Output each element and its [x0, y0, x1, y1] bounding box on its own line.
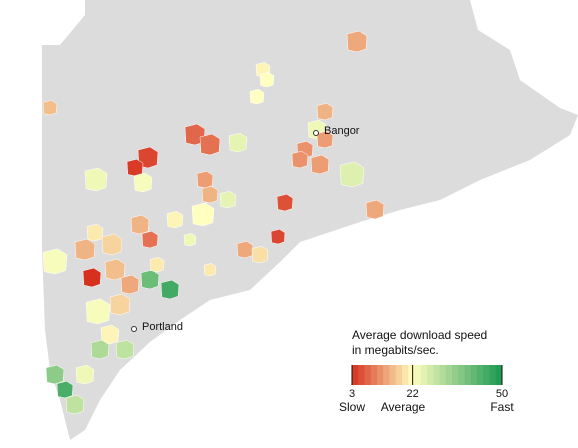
town: [85, 298, 111, 325]
legend-swatch: [477, 365, 484, 385]
legend-swatch: [370, 365, 378, 385]
town: [42, 100, 58, 116]
town: [219, 190, 237, 209]
legend-swatch: [427, 365, 434, 385]
town: [101, 233, 123, 256]
legend-swatch: [483, 365, 490, 385]
town: [75, 364, 95, 385]
town: [291, 150, 309, 169]
legend: Average download speed in megabits/sec. …: [339, 328, 514, 414]
town: [74, 238, 96, 261]
legend-swatch: [352, 365, 359, 385]
town: [126, 158, 144, 177]
legend-swatch: [489, 365, 497, 385]
legend-swatch: [445, 365, 453, 385]
town: [276, 193, 294, 212]
legend-title: in megabits/sec.: [352, 343, 439, 357]
legend-swatch: [420, 365, 428, 385]
legend-swatch: [464, 365, 472, 385]
city-marker: [131, 326, 137, 332]
legend-swatch: [402, 365, 409, 385]
legend-swatch: [452, 365, 459, 385]
town: [196, 170, 214, 189]
town: [120, 274, 140, 295]
legend-low-label: Slow: [339, 400, 365, 414]
town: [166, 210, 184, 229]
town: [310, 154, 330, 175]
town: [141, 230, 159, 249]
legend-tick-label: 50: [496, 388, 508, 400]
town: [42, 248, 68, 275]
city-label: Portland: [142, 321, 183, 333]
town: [160, 279, 180, 300]
town: [115, 339, 135, 360]
legend-swatch: [358, 365, 365, 385]
town: [228, 132, 248, 153]
town: [346, 30, 368, 53]
town: [56, 380, 74, 399]
town: [316, 102, 334, 121]
legend-swatch: [389, 365, 397, 385]
legend-swatch: [395, 365, 403, 385]
legend-swatch: [495, 365, 503, 385]
town: [45, 364, 65, 385]
legend-tick-label: 22: [407, 388, 419, 400]
legend-swatch: [439, 365, 447, 385]
legend-swatch: [377, 365, 384, 385]
legend-high-label: Fast: [490, 400, 514, 414]
town: [203, 263, 217, 277]
town: [109, 293, 131, 316]
town: [199, 133, 221, 156]
legend-tick-label: 3: [349, 388, 355, 400]
town: [104, 258, 126, 281]
town: [65, 394, 85, 415]
town: [249, 89, 265, 105]
town: [270, 229, 286, 245]
town: [201, 185, 219, 204]
legend-swatch: [470, 365, 478, 385]
town: [191, 202, 215, 227]
town: [82, 267, 102, 288]
town: [90, 339, 110, 360]
state-shape: [42, 0, 578, 440]
legend-mid-label: Average: [381, 400, 426, 414]
town: [133, 172, 153, 193]
legend-swatch: [433, 365, 440, 385]
town: [365, 199, 385, 220]
town: [183, 233, 197, 247]
city-marker: [313, 130, 319, 136]
town: [316, 130, 334, 149]
town: [130, 214, 150, 235]
city-label: Bangor: [324, 125, 360, 137]
legend-title: Average download speed: [352, 328, 487, 342]
town: [339, 161, 365, 188]
legend-swatch: [408, 365, 415, 385]
town: [84, 167, 108, 192]
town: [251, 245, 269, 264]
town: [86, 223, 104, 242]
town: [259, 72, 275, 88]
town: [149, 257, 165, 273]
legend-swatch: [458, 365, 465, 385]
town: [140, 269, 160, 290]
legend-swatch: [383, 365, 390, 385]
town: [236, 240, 254, 259]
legend-swatch: [364, 365, 372, 385]
legend-swatch: [414, 365, 422, 385]
